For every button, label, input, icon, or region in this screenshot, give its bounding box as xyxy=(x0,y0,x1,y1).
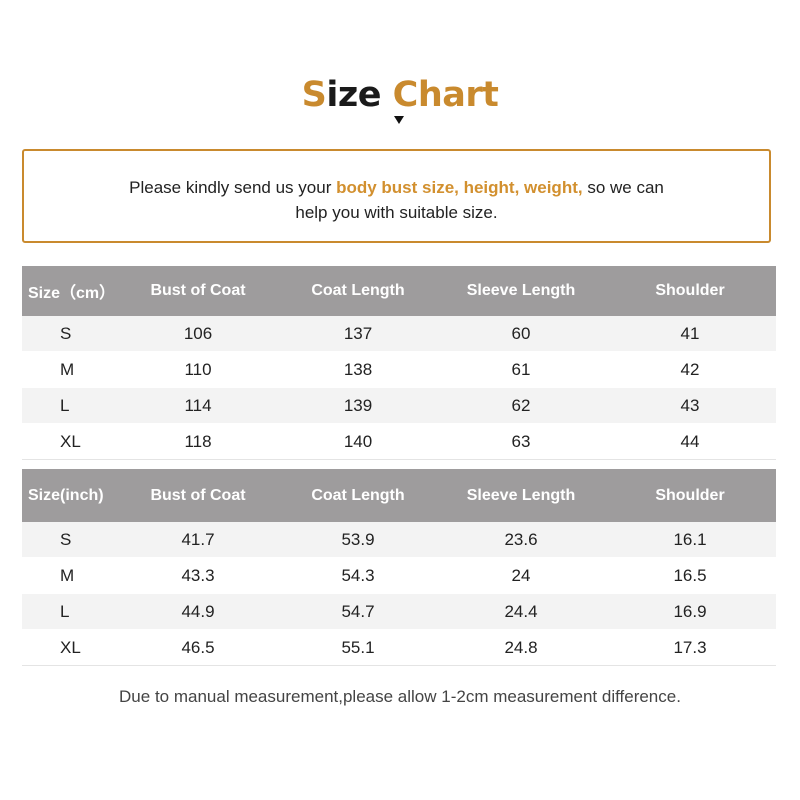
page-title: Size Chart xyxy=(0,72,800,118)
table-row: M 43.3 54.3 24 16.5 xyxy=(22,557,776,594)
cell-shoulder: 16.9 xyxy=(604,593,776,630)
cell-coat-length: 53.9 xyxy=(278,522,438,558)
size-table-inch: Size(inch) Bust of Coat Coat Length Slee… xyxy=(22,469,776,666)
cell-size: S xyxy=(22,316,118,352)
cell-size: L xyxy=(22,593,118,630)
cell-size: S xyxy=(22,522,118,558)
cell-coat-length: 55.1 xyxy=(278,629,438,666)
cell-bust: 114 xyxy=(118,387,278,424)
cell-shoulder: 43 xyxy=(604,387,776,424)
notice-text-after: so we can xyxy=(582,178,664,197)
cell-coat-length: 140 xyxy=(278,423,438,460)
cell-coat-length: 138 xyxy=(278,351,438,388)
cell-bust: 44.9 xyxy=(118,593,278,630)
cell-sleeve-length: 63 xyxy=(438,423,604,460)
notice-text-before: Please kindly send us your xyxy=(129,178,337,197)
cell-sleeve-length: 62 xyxy=(438,387,604,424)
header-coat-length: Coat Length xyxy=(278,266,438,316)
table-row: L 114 139 62 43 xyxy=(22,387,776,424)
table-row: XL 46.5 55.1 24.8 17.3 xyxy=(22,629,776,666)
cell-shoulder: 44 xyxy=(604,423,776,460)
cell-bust: 118 xyxy=(118,423,278,460)
triangle-down-icon xyxy=(394,116,404,124)
cell-shoulder: 42 xyxy=(604,351,776,388)
cell-coat-length: 54.7 xyxy=(278,593,438,630)
cell-size: L xyxy=(22,387,118,424)
notice-highlight: body bust size, height, weight, xyxy=(336,178,583,197)
header-sleeve-length: Sleeve Length xyxy=(438,469,604,522)
header-shoulder: Shoulder xyxy=(604,469,776,522)
cell-sleeve-length: 61 xyxy=(438,351,604,388)
cell-bust: 106 xyxy=(118,316,278,352)
cell-size: XL xyxy=(22,629,118,666)
title-word-size: Size xyxy=(301,75,382,115)
table-row: S 41.7 53.9 23.6 16.1 xyxy=(22,522,776,558)
size-table-cm: Size（cm） Bust of Coat Coat Length Sleeve… xyxy=(22,266,776,460)
cell-bust: 46.5 xyxy=(118,629,278,666)
title-word-chart: Chart xyxy=(392,75,499,115)
notice-line-1: Please kindly send us your body bust siz… xyxy=(24,175,769,200)
cell-coat-length: 137 xyxy=(278,316,438,352)
cell-size: M xyxy=(22,557,118,594)
table-header-row: Size（cm） Bust of Coat Coat Length Sleeve… xyxy=(22,266,776,316)
cell-sleeve-length: 23.6 xyxy=(438,522,604,558)
cell-coat-length: 54.3 xyxy=(278,557,438,594)
header-coat-length: Coat Length xyxy=(278,469,438,522)
table-row: L 44.9 54.7 24.4 16.9 xyxy=(22,593,776,630)
cell-sleeve-length: 24 xyxy=(438,557,604,594)
notice-box: Please kindly send us your body bust siz… xyxy=(22,149,771,243)
cell-shoulder: 16.5 xyxy=(604,557,776,594)
cell-sleeve-length: 24.8 xyxy=(438,629,604,666)
cell-bust: 41.7 xyxy=(118,522,278,558)
cell-shoulder: 41 xyxy=(604,316,776,352)
title-initial: S xyxy=(301,75,327,115)
cell-bust: 110 xyxy=(118,351,278,388)
title-word-rest: ize xyxy=(326,75,381,115)
cell-shoulder: 16.1 xyxy=(604,522,776,558)
table-row: S 106 137 60 41 xyxy=(22,316,776,352)
header-sleeve-length: Sleeve Length xyxy=(438,266,604,316)
header-size: Size(inch) xyxy=(22,469,118,522)
measurement-footnote: Due to manual measurement,please allow 1… xyxy=(119,687,681,706)
table-row: XL 118 140 63 44 xyxy=(22,423,776,460)
cell-sleeve-length: 60 xyxy=(438,316,604,352)
cell-coat-length: 139 xyxy=(278,387,438,424)
header-bust: Bust of Coat xyxy=(118,266,278,316)
cell-size: M xyxy=(22,351,118,388)
header-shoulder: Shoulder xyxy=(604,266,776,316)
cell-size: XL xyxy=(22,423,118,460)
cell-shoulder: 17.3 xyxy=(604,629,776,666)
table-row: M 110 138 61 42 xyxy=(22,351,776,388)
cell-bust: 43.3 xyxy=(118,557,278,594)
table-header-row: Size(inch) Bust of Coat Coat Length Slee… xyxy=(22,469,776,522)
notice-line-2: help you with suitable size. xyxy=(295,203,498,222)
cell-sleeve-length: 24.4 xyxy=(438,593,604,630)
header-size: Size（cm） xyxy=(22,266,118,316)
header-bust: Bust of Coat xyxy=(118,469,278,522)
